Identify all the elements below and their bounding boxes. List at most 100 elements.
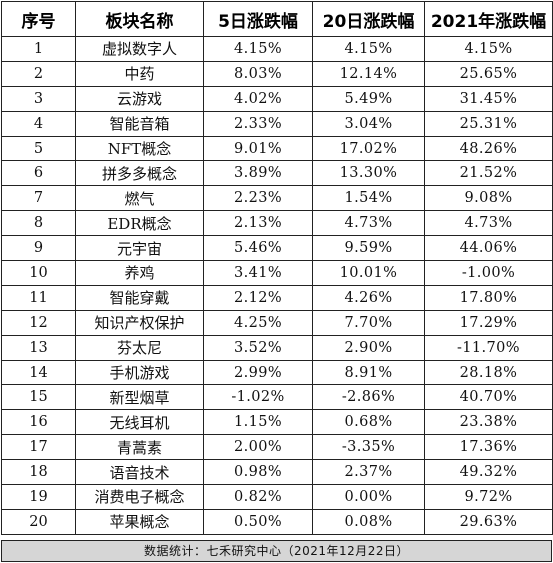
row-index: 19 (1, 484, 76, 510)
table-row: 2 中药 8.03% 12.14% 25.65% (1, 60, 553, 87)
change-2021: 49.32% (424, 459, 553, 486)
change-5d: 4.15% (203, 36, 313, 62)
change-20d: 1.54% (312, 185, 425, 212)
table-row: 1 虚拟数字人 4.15% 4.15% 4.15% (1, 36, 553, 62)
change-5d: 3.41% (203, 260, 313, 286)
change-5d: 2.00% (203, 434, 313, 461)
row-index: 20 (1, 508, 76, 535)
sector-name: EDR概念 (75, 210, 204, 237)
change-2021: 9.08% (424, 185, 553, 212)
row-index: 18 (1, 459, 76, 486)
change-5d: 8.03% (203, 60, 313, 87)
change-5d: 0.98% (203, 459, 313, 486)
sector-name: 新型烟草 (75, 384, 204, 411)
change-20d: 13.30% (312, 160, 425, 187)
row-index: 12 (1, 309, 76, 336)
change-5d: 4.25% (203, 309, 313, 336)
change-5d: 2.23% (203, 185, 313, 212)
sector-name: 苹果概念 (75, 508, 204, 535)
change-20d: 7.70% (312, 309, 425, 336)
change-2021: 48.26% (424, 135, 553, 162)
sector-name: 知识产权保护 (75, 309, 204, 336)
header-5d-change: 5日涨跌幅 (203, 1, 313, 37)
table-row: 4 智能音箱 2.33% 3.04% 25.31% (1, 110, 553, 137)
change-20d: -2.86% (312, 384, 425, 411)
table-row: 19 消费电子概念 0.82% 0.00% 9.72% (1, 484, 553, 510)
change-2021: 17.29% (424, 309, 553, 336)
row-index: 2 (1, 60, 76, 87)
sector-name: NFT概念 (75, 135, 204, 162)
row-index: 15 (1, 384, 76, 411)
header-row: 序号 板块名称 5日涨跌幅 20日涨跌幅 2021年涨跌幅 (1, 1, 553, 37)
table-body: 1 虚拟数字人 4.15% 4.15% 4.15% 2 中药 8.03% 12.14% 25.65… (1, 36, 553, 535)
change-2021: 17.36% (424, 434, 553, 461)
sector-name: 养鸡 (75, 260, 204, 286)
change-20d: 0.68% (312, 409, 425, 436)
sector-name: 芬太尼 (75, 334, 204, 361)
table-row: 18 语音技术 0.98% 2.37% 49.32% (1, 459, 553, 486)
sector-name: 消费电子概念 (75, 484, 204, 510)
row-index: 10 (1, 260, 76, 286)
row-index: 14 (1, 359, 76, 386)
change-5d: 1.15% (203, 409, 313, 436)
change-20d: -3.35% (312, 434, 425, 461)
sector-name: 手机游戏 (75, 359, 204, 386)
header-sector-name: 板块名称 (75, 1, 204, 37)
row-index: 1 (1, 36, 76, 62)
change-20d: 12.14% (312, 60, 425, 87)
change-20d: 2.90% (312, 334, 425, 361)
sector-name: 智能音箱 (75, 110, 204, 137)
row-index: 9 (1, 235, 76, 262)
change-5d: -1.02% (203, 384, 313, 411)
table-row: 5 NFT概念 9.01% 17.02% 48.26% (1, 135, 553, 162)
change-5d: 2.13% (203, 210, 313, 237)
change-2021: 25.31% (424, 110, 553, 137)
change-20d: 4.26% (312, 284, 425, 311)
change-20d: 9.59% (312, 235, 425, 262)
change-2021: 17.80% (424, 284, 553, 311)
table-row: 12 知识产权保护 4.25% 7.70% 17.29% (1, 309, 553, 336)
table-row: 8 EDR概念 2.13% 4.73% 4.73% (1, 210, 553, 237)
change-2021: 40.70% (424, 384, 553, 411)
header-2021-change: 2021年涨跌幅 (424, 1, 553, 37)
sector-name: 拼多多概念 (75, 160, 204, 187)
change-2021: -11.70% (424, 334, 553, 361)
change-5d: 3.89% (203, 160, 313, 187)
sector-table: 序号 板块名称 5日涨跌幅 20日涨跌幅 2021年涨跌幅 1 虚拟数字人 4.15… (1, 1, 553, 535)
change-5d: 4.02% (203, 85, 313, 112)
change-2021: 4.73% (424, 210, 553, 237)
row-index: 6 (1, 160, 76, 187)
sector-name: 虚拟数字人 (75, 36, 204, 62)
change-2021: 4.15% (424, 36, 553, 62)
change-5d: 2.12% (203, 284, 313, 311)
change-2021: 44.06% (424, 235, 553, 262)
change-20d: 0.00% (312, 484, 425, 510)
change-2021: 9.72% (424, 484, 553, 510)
table-row: 17 青蒿素 2.00% -3.35% 17.36% (1, 434, 553, 461)
change-2021: 25.65% (424, 60, 553, 87)
sector-name: 语音技术 (75, 459, 204, 486)
table-row: 11 智能穿戴 2.12% 4.26% 17.80% (1, 284, 553, 311)
change-20d: 4.15% (312, 36, 425, 62)
table-row: 14 手机游戏 2.99% 8.91% 28.18% (1, 359, 553, 386)
table-row: 13 芬太尼 3.52% 2.90% -11.70% (1, 334, 553, 361)
change-5d: 0.82% (203, 484, 313, 510)
header-20d-change: 20日涨跌幅 (312, 1, 425, 37)
change-20d: 8.91% (312, 359, 425, 386)
row-index: 8 (1, 210, 76, 237)
row-index: 11 (1, 284, 76, 311)
sector-name: 中药 (75, 60, 204, 87)
change-20d: 2.37% (312, 459, 425, 486)
change-20d: 10.01% (312, 260, 425, 286)
sector-name: 燃气 (75, 185, 204, 212)
table-row: 7 燃气 2.23% 1.54% 9.08% (1, 185, 553, 212)
change-20d: 0.08% (312, 508, 425, 535)
data-source-footer: 数据统计：七禾研究中心（2021年12月22日） (1, 540, 552, 562)
row-index: 17 (1, 434, 76, 461)
table-row: 3 云游戏 4.02% 5.49% 31.45% (1, 85, 553, 112)
row-index: 13 (1, 334, 76, 361)
row-index: 5 (1, 135, 76, 162)
change-2021: 29.63% (424, 508, 553, 535)
sector-name: 智能穿戴 (75, 284, 204, 311)
